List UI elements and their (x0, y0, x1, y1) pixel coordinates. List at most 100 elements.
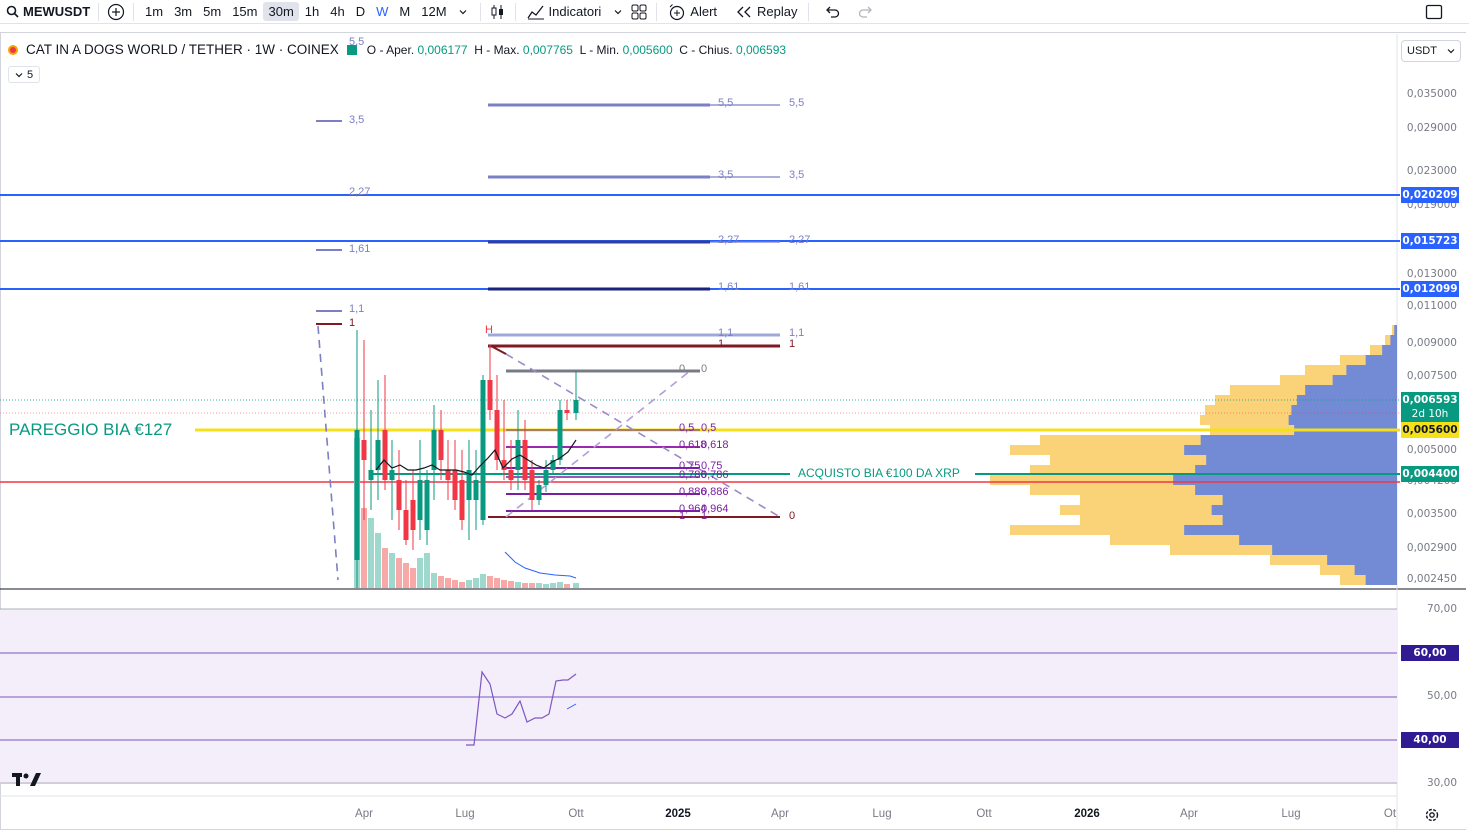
candle-body[interactable] (466, 470, 472, 500)
volume-bar (494, 578, 500, 588)
interval-group: 1m 3m 5m 15m 30m 1h 4h D W M 12M (140, 2, 452, 21)
gear-icon (1425, 808, 1439, 822)
candle-body[interactable] (573, 400, 579, 413)
candle-body[interactable] (515, 440, 521, 470)
interval-button[interactable]: 3m (174, 4, 193, 19)
volume-bar (473, 578, 479, 588)
layouts-button[interactable] (628, 2, 650, 22)
price-tag-line1: 0,020209 (1401, 187, 1459, 203)
interval-button[interactable]: 1h (304, 4, 320, 19)
time-axis-label: Ott (976, 808, 992, 820)
interval-button[interactable]: W (376, 4, 389, 19)
fib-level-label: 3,5 (718, 169, 734, 181)
candle-body[interactable] (501, 460, 507, 470)
volume-bar (564, 584, 570, 588)
fib-level-label: 1 (789, 338, 796, 350)
interval-button[interactable]: M (399, 4, 411, 19)
candlesticks[interactable] (354, 330, 579, 588)
interval-button[interactable]: 12M (421, 4, 447, 19)
candle-body[interactable] (417, 480, 423, 520)
add-symbol-button[interactable] (105, 2, 127, 22)
interval-button[interactable]: 4h (330, 4, 345, 19)
volume-bar (550, 583, 556, 588)
candle-body[interactable] (382, 430, 388, 480)
candle-body[interactable] (368, 470, 374, 480)
undo-button[interactable] (821, 2, 843, 22)
candle-body[interactable] (543, 470, 549, 485)
interval-button[interactable]: D (355, 4, 366, 19)
price-axis-label: 0,009000 (1406, 337, 1457, 349)
candle-body[interactable] (361, 440, 367, 460)
acquisto-annotation[interactable]: ACQUISTO BIA €100 DA XRP (798, 466, 960, 480)
candle-body[interactable] (389, 470, 395, 480)
plus-circle-icon (107, 3, 125, 20)
candle-body[interactable] (452, 470, 458, 500)
settings-button[interactable] (1424, 807, 1440, 828)
candle-body[interactable] (550, 460, 556, 470)
volume-bar (445, 578, 451, 588)
redo-button[interactable] (855, 2, 877, 22)
time-axis-label: 2025 (665, 808, 691, 820)
time-axis-label: Lug (455, 808, 475, 820)
candle-body[interactable] (459, 480, 465, 520)
fib-extension-left[interactable] (316, 120, 342, 581)
candle-body[interactable] (557, 410, 563, 460)
fib-retracement[interactable] (490, 345, 781, 518)
replay-button[interactable]: Replay (730, 2, 802, 21)
tradingview-logo[interactable] (12, 773, 42, 792)
symbol-logo-icon (8, 44, 18, 55)
alert-button[interactable]: Alert (663, 1, 722, 23)
candle-body[interactable] (480, 380, 486, 520)
interval-button[interactable]: 5m (203, 4, 222, 19)
price-axis-label: 0,002900 (1406, 542, 1457, 554)
rsi-line (466, 670, 577, 746)
fib-extension-right[interactable] (488, 103, 780, 518)
retracement-label: 1 (701, 510, 708, 522)
interval-button[interactable]: 30m (263, 2, 299, 21)
candle-body[interactable] (424, 480, 430, 530)
chart-type-button[interactable] (487, 2, 509, 22)
volume-bar (410, 568, 416, 588)
volume-profile-row-blue (1184, 525, 1397, 535)
retracement-label: 0,786 (701, 469, 729, 481)
countdown-tag: 2d 10h (1401, 406, 1459, 422)
indicators-button[interactable]: Indicatori (522, 2, 629, 22)
pareggio-annotation[interactable]: PAREGGIO BIA €127 (9, 420, 173, 439)
candle-body[interactable] (431, 430, 437, 470)
candle-body[interactable] (529, 470, 535, 500)
candle-body[interactable] (396, 480, 402, 510)
redo-icon (859, 6, 873, 18)
candle-body[interactable] (494, 410, 500, 460)
currency-select[interactable]: USDT (1401, 40, 1461, 62)
legend-title[interactable]: CAT IN A DOGS WORLD / TETHER · 1W · COIN… (26, 42, 339, 57)
candle-body[interactable] (354, 430, 360, 560)
fullscreen-button[interactable] (1423, 2, 1445, 22)
volume-bar (543, 584, 549, 588)
fib-level-label-left: 3,5 (349, 114, 365, 126)
interval-button[interactable]: 15m (232, 4, 258, 19)
candle-body[interactable] (536, 485, 542, 500)
candle-body[interactable] (522, 440, 528, 480)
candle-body[interactable] (375, 440, 381, 470)
candle-body[interactable] (438, 430, 444, 460)
symbol-search[interactable]: MEWUSDT (0, 4, 92, 19)
candle-body[interactable] (445, 470, 451, 480)
candle-body[interactable] (473, 480, 479, 500)
alarm-clock-icon (669, 3, 685, 20)
price-tag-yellow: 0,005600 (1401, 422, 1459, 438)
candle-body[interactable] (564, 410, 570, 413)
candle-body[interactable] (410, 500, 416, 530)
interval-dropdown[interactable] (452, 2, 474, 22)
time-axis-label: Ott (568, 808, 584, 820)
legend-ohlc: O - Aper. 0,006177 H - Max. 0,007765 L -… (367, 43, 786, 57)
interval-button[interactable]: 1m (145, 4, 164, 19)
indicators-collapse-button[interactable]: 5 (8, 66, 40, 83)
candle-body[interactable] (487, 380, 493, 410)
close-value: 0,006593 (735, 42, 787, 57)
retracement-label: 0,964 (679, 503, 707, 515)
divider (514, 2, 516, 21)
candle-body[interactable] (403, 510, 409, 540)
candle-body[interactable] (508, 470, 514, 480)
fib-level-label-left: 1,1 (349, 303, 365, 315)
